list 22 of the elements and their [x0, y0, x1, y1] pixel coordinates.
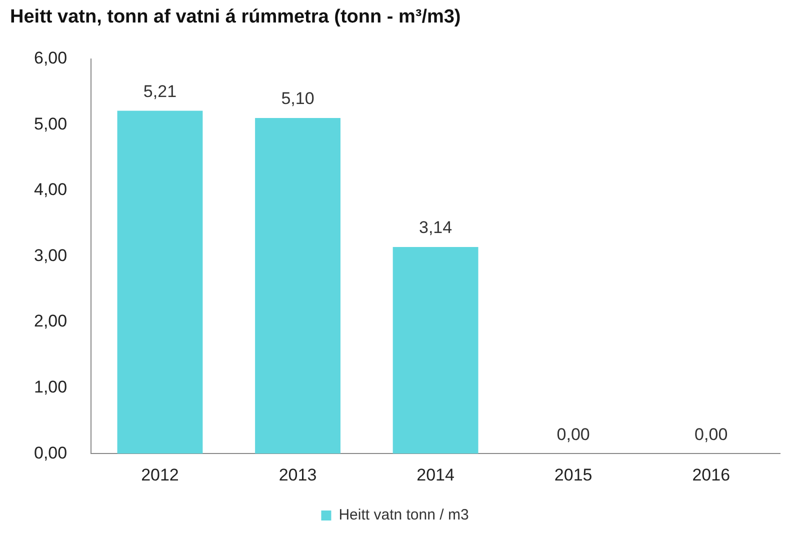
x-tick-label: 2012 — [141, 465, 179, 484]
data-label: 0,00 — [694, 424, 728, 444]
data-label: 5,21 — [143, 82, 177, 101]
legend-label: Heitt vatn tonn / m3 — [338, 506, 469, 524]
x-tick-label: 2014 — [416, 465, 454, 484]
y-tick-label: 2,00 — [34, 312, 68, 331]
y-tick-label: 1,00 — [34, 377, 68, 396]
y-tick-label: 3,00 — [34, 246, 68, 265]
bar — [392, 246, 478, 454]
y-tick-label: 0,00 — [34, 443, 68, 462]
x-tick-label: 2015 — [554, 465, 592, 484]
chart-title: Heitt vatn, tonn af vatni á rúmmetra (tonn - m³/m3) — [10, 6, 461, 28]
y-tick-label: 4,00 — [34, 180, 68, 200]
x-tick-label: 2016 — [692, 465, 730, 484]
y-tick-label: 6,00 — [34, 48, 68, 68]
bar — [117, 110, 203, 454]
data-label: 5,10 — [281, 89, 314, 108]
x-tick-label: 2013 — [278, 465, 317, 484]
data-label: 3,14 — [418, 218, 452, 238]
y-tick-label: 5,00 — [34, 114, 68, 134]
bar — [255, 118, 340, 454]
data-label: 0,00 — [556, 424, 590, 444]
